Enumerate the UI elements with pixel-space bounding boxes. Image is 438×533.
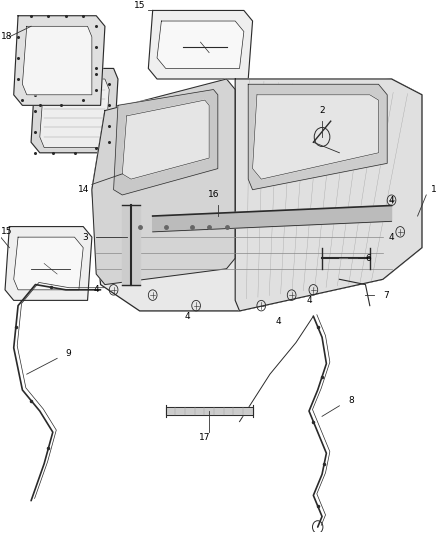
Text: 3: 3 xyxy=(82,232,88,241)
Polygon shape xyxy=(14,16,105,106)
Polygon shape xyxy=(40,79,109,148)
Polygon shape xyxy=(22,26,92,95)
Polygon shape xyxy=(14,237,83,290)
Text: 6: 6 xyxy=(365,254,371,263)
Polygon shape xyxy=(92,79,235,285)
Text: 4: 4 xyxy=(184,312,190,321)
Text: 4: 4 xyxy=(389,232,394,241)
Polygon shape xyxy=(157,21,244,68)
Text: 9: 9 xyxy=(66,349,71,358)
Text: 8: 8 xyxy=(348,396,354,405)
Text: 15: 15 xyxy=(134,1,145,10)
Polygon shape xyxy=(5,227,92,301)
Text: 4: 4 xyxy=(389,196,394,205)
Polygon shape xyxy=(31,68,118,153)
Polygon shape xyxy=(235,79,422,311)
Polygon shape xyxy=(92,79,422,311)
Text: 1: 1 xyxy=(431,185,436,194)
Text: 4: 4 xyxy=(93,285,99,294)
Text: 7: 7 xyxy=(383,290,389,300)
Polygon shape xyxy=(122,100,209,179)
Polygon shape xyxy=(122,206,140,285)
Text: 16: 16 xyxy=(208,190,219,199)
Text: 18: 18 xyxy=(1,33,12,42)
Text: 4: 4 xyxy=(306,296,312,305)
Text: 14: 14 xyxy=(78,185,89,194)
Text: 4: 4 xyxy=(276,317,282,326)
Polygon shape xyxy=(248,84,387,190)
Polygon shape xyxy=(113,90,218,195)
Text: 17: 17 xyxy=(199,433,211,442)
Polygon shape xyxy=(153,206,392,232)
Polygon shape xyxy=(253,95,378,179)
Polygon shape xyxy=(166,407,253,415)
Text: 2: 2 xyxy=(319,106,325,115)
Text: 15: 15 xyxy=(1,228,12,236)
Polygon shape xyxy=(148,11,253,79)
